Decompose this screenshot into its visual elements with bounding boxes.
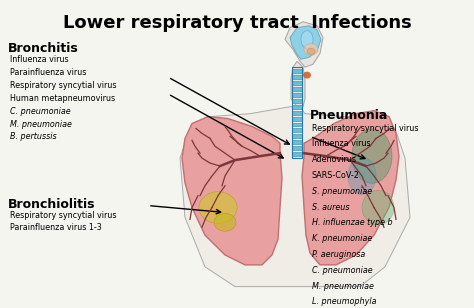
Bar bbox=[292, 67, 302, 158]
Bar bbox=[292, 105, 302, 109]
Text: C. pneumoniae: C. pneumoniae bbox=[10, 107, 71, 116]
Text: Human metapneumovirus: Human metapneumovirus bbox=[10, 94, 115, 103]
Text: M. pneumoniae: M. pneumoniae bbox=[10, 120, 72, 128]
Text: H. influenzae type b: H. influenzae type b bbox=[312, 218, 392, 227]
Text: S. aureus: S. aureus bbox=[312, 203, 349, 212]
Polygon shape bbox=[180, 107, 410, 287]
Ellipse shape bbox=[362, 190, 394, 225]
Ellipse shape bbox=[307, 48, 315, 54]
Text: Respiratory syncytial virus: Respiratory syncytial virus bbox=[10, 81, 117, 90]
Text: M. pneumoniae: M. pneumoniae bbox=[312, 282, 374, 291]
Ellipse shape bbox=[304, 43, 318, 55]
Ellipse shape bbox=[301, 30, 313, 48]
Bar bbox=[292, 146, 302, 150]
Bar bbox=[292, 134, 302, 138]
Bar bbox=[292, 81, 302, 85]
Text: SARS-CoV-2: SARS-CoV-2 bbox=[312, 171, 360, 180]
Text: P. aeruginosa: P. aeruginosa bbox=[312, 250, 365, 259]
Bar bbox=[292, 111, 302, 115]
Text: Parainfluenza virus 1-3: Parainfluenza virus 1-3 bbox=[10, 223, 102, 232]
Ellipse shape bbox=[214, 213, 236, 231]
Bar bbox=[292, 152, 302, 156]
Text: C. pneumoniae: C. pneumoniae bbox=[312, 266, 373, 275]
Ellipse shape bbox=[303, 72, 311, 79]
Text: Respiratory syncytial virus: Respiratory syncytial virus bbox=[312, 124, 419, 132]
Ellipse shape bbox=[352, 129, 392, 183]
Text: Lower respiratory tract  Infections: Lower respiratory tract Infections bbox=[63, 14, 411, 32]
Text: Pneumonia: Pneumonia bbox=[310, 109, 388, 122]
Text: Influenza virus: Influenza virus bbox=[10, 55, 69, 64]
Bar bbox=[292, 140, 302, 144]
Polygon shape bbox=[290, 26, 321, 59]
Ellipse shape bbox=[199, 192, 237, 223]
Polygon shape bbox=[302, 111, 399, 265]
Text: Bronchiolitis: Bronchiolitis bbox=[8, 198, 95, 211]
Text: S. pneumoniae: S. pneumoniae bbox=[312, 187, 372, 196]
Bar bbox=[292, 75, 302, 79]
Text: Influenza virus: Influenza virus bbox=[312, 139, 371, 148]
Text: B. pertussis: B. pertussis bbox=[10, 132, 56, 141]
Text: Adenovirus: Adenovirus bbox=[312, 155, 357, 164]
Ellipse shape bbox=[348, 157, 376, 195]
Text: Respiratory syncytial virus: Respiratory syncytial virus bbox=[10, 212, 117, 221]
Text: L. pneumophyla: L. pneumophyla bbox=[312, 298, 376, 306]
Bar bbox=[292, 99, 302, 103]
Text: Bronchitis: Bronchitis bbox=[8, 42, 79, 55]
Bar bbox=[292, 123, 302, 127]
Polygon shape bbox=[182, 117, 282, 265]
Bar bbox=[292, 128, 302, 132]
Bar bbox=[292, 117, 302, 120]
Polygon shape bbox=[291, 61, 305, 107]
Bar bbox=[292, 87, 302, 91]
Text: Parainfluenza virus: Parainfluenza virus bbox=[10, 68, 86, 77]
Bar bbox=[292, 69, 302, 73]
Polygon shape bbox=[285, 22, 323, 67]
Text: K. pneumoniae: K. pneumoniae bbox=[312, 234, 372, 243]
Bar bbox=[292, 93, 302, 97]
